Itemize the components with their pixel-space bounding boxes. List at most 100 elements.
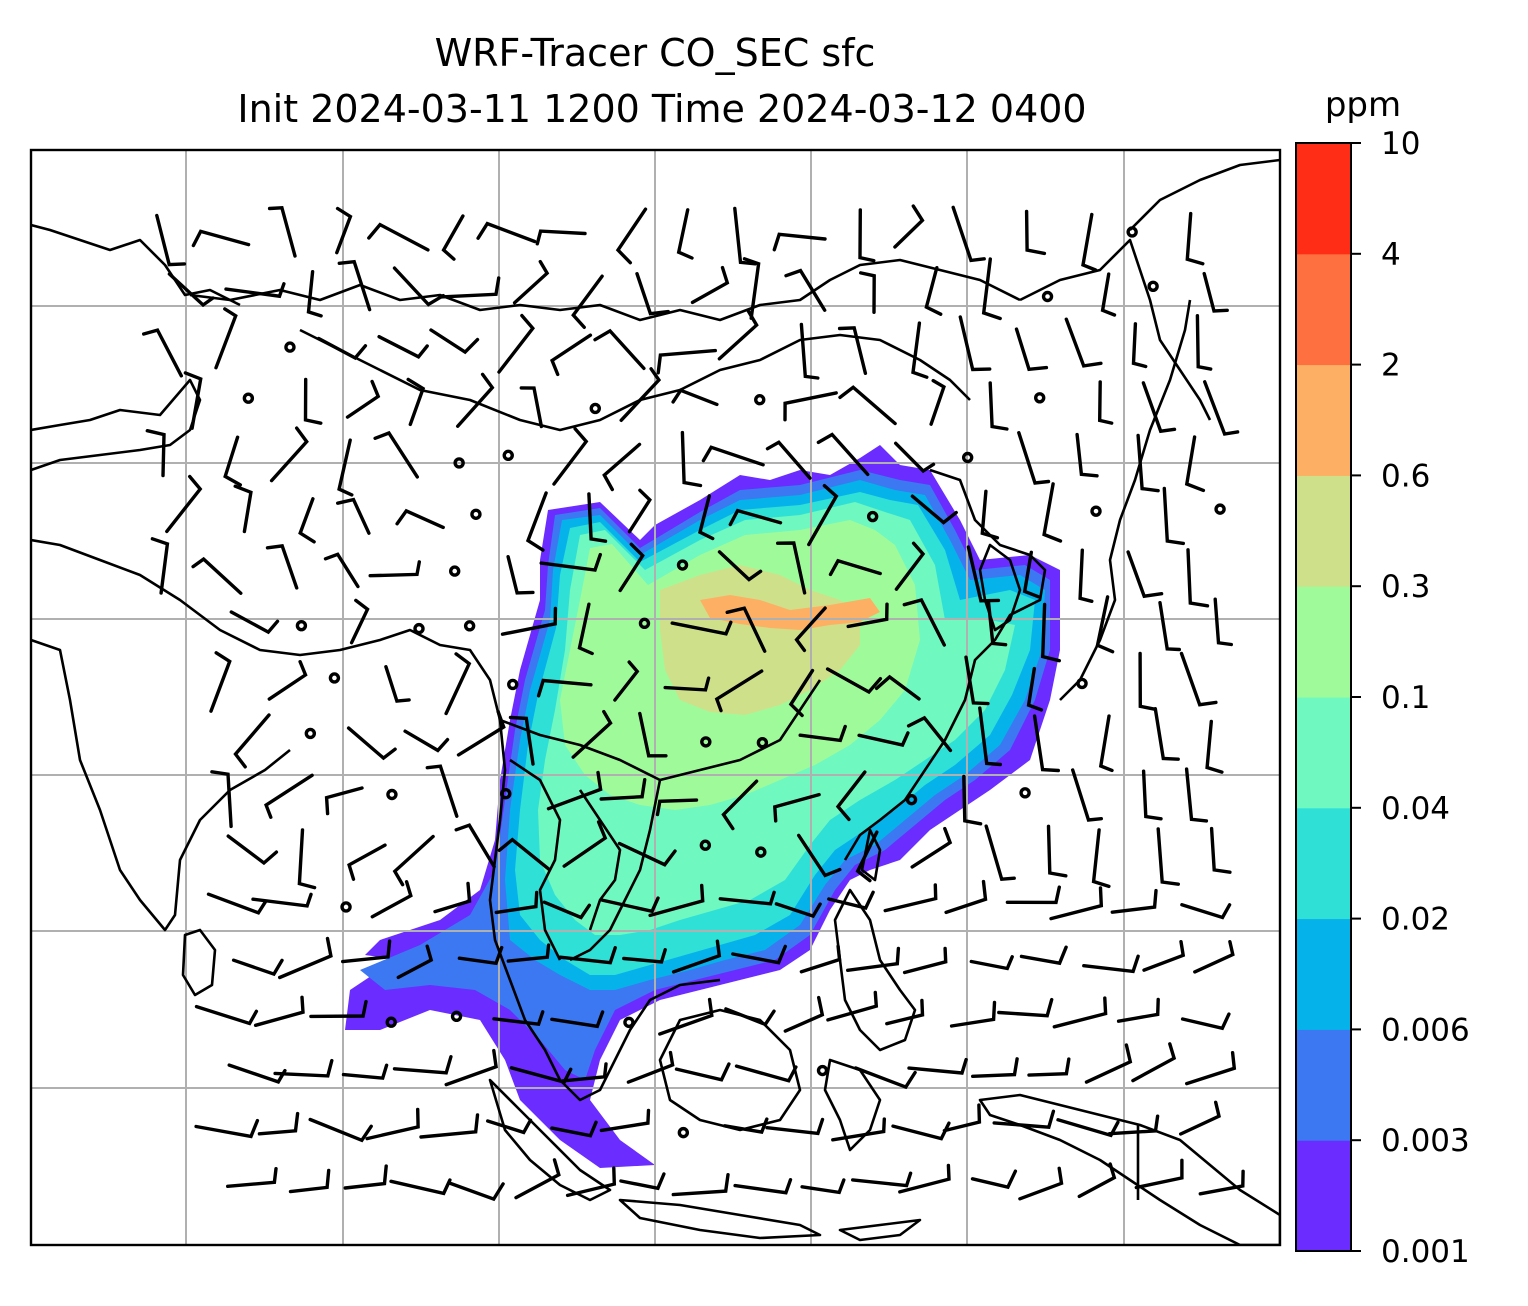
wind-barb	[1158, 601, 1181, 652]
wind-barb	[155, 213, 187, 267]
wind-barb	[508, 715, 535, 766]
wind-barb	[701, 445, 765, 467]
wind-barb	[1095, 595, 1115, 654]
wind-barb	[942, 1103, 982, 1133]
wind-barb	[731, 944, 787, 965]
wind-barb	[1064, 317, 1103, 368]
colorbar-swatch	[1296, 586, 1351, 698]
wind-barb	[1202, 271, 1229, 313]
wind-barb	[944, 879, 988, 915]
wind-barb	[512, 259, 550, 305]
wind-barb	[298, 497, 316, 544]
wind-barb	[980, 489, 1000, 540]
colorbar-tick-label: 4	[1381, 237, 1401, 273]
calm-wind-circle	[470, 508, 482, 520]
colorbar-swatch	[1296, 475, 1351, 587]
wind-barb	[924, 266, 943, 316]
wind-barb	[992, 1109, 1056, 1130]
wind-barb	[891, 1121, 951, 1141]
wind-barb	[1184, 435, 1206, 493]
wind-barb	[1098, 714, 1114, 773]
wind-barb	[1131, 1042, 1177, 1083]
calm-wind-circle	[816, 1064, 829, 1077]
wind-barb	[456, 372, 495, 428]
wind-barb	[384, 665, 411, 703]
wind-barb	[194, 1004, 259, 1026]
wind-barb	[226, 834, 279, 866]
colorbar-swatch	[1296, 364, 1351, 476]
wind-barb	[893, 204, 925, 249]
myanmar-thailand-border	[509, 758, 562, 961]
wind-barb	[717, 309, 759, 361]
wind-barb	[910, 826, 953, 869]
wind-barb	[150, 537, 170, 595]
wind-barb	[406, 377, 426, 427]
wind-barb	[622, 948, 667, 964]
colorbar-swatch	[1296, 1029, 1351, 1141]
wind-barb	[486, 1118, 533, 1135]
wind-barb	[539, 552, 602, 572]
wind-barb	[1180, 903, 1232, 920]
wind-barb	[392, 1055, 453, 1075]
map-panel	[31, 150, 1280, 1245]
wind-barb	[229, 610, 280, 635]
calm-wind-circle	[905, 793, 918, 806]
wind-barb	[392, 266, 445, 307]
colorbar-swatch	[1296, 143, 1351, 255]
calm-wind-circle	[756, 737, 769, 749]
colorbar-tick-label: 10	[1381, 126, 1420, 162]
wind-barb	[253, 995, 305, 1027]
wind-barb	[846, 602, 889, 629]
calm-wind-circle	[463, 620, 476, 632]
calm-wind-circle	[589, 402, 601, 415]
wind-barb	[441, 214, 465, 261]
wind-barb	[324, 786, 364, 816]
wind-barb	[680, 430, 703, 488]
calm-wind-circle	[386, 788, 398, 801]
wind-barb	[765, 1117, 825, 1136]
wind-barb	[1209, 826, 1232, 874]
wind-barb	[419, 1113, 480, 1139]
wind-barb	[1091, 828, 1111, 889]
wind-barb	[619, 1172, 666, 1191]
wind-barb	[1100, 272, 1117, 317]
wind-barb	[1107, 1114, 1160, 1136]
wind-barb	[1142, 940, 1186, 972]
wind-barb	[1005, 885, 1061, 905]
wind-barb	[783, 995, 825, 1033]
wind-barb	[267, 660, 308, 701]
central-asia-border	[189, 258, 1021, 322]
sakhalin-kamchatka	[1129, 158, 1280, 231]
calm-wind-circle	[677, 1126, 690, 1139]
wind-barb	[671, 939, 722, 974]
wind-barb	[337, 438, 354, 497]
wind-barb	[658, 997, 714, 1036]
wind-barb	[396, 944, 434, 980]
wind-barb	[626, 1050, 675, 1084]
wind-barb	[587, 492, 608, 543]
wind-barb	[1017, 431, 1051, 485]
wind-barb	[907, 1057, 968, 1075]
wind-barb	[718, 890, 776, 906]
calm-wind-circle	[700, 736, 712, 748]
china-inner-borders	[499, 679, 822, 782]
wind-barb	[858, 208, 876, 263]
colorbar-tick-label: 0.1	[1381, 680, 1430, 716]
plume-level-06	[700, 595, 880, 630]
wind-barb	[444, 1048, 498, 1087]
wind-barb	[674, 1062, 731, 1082]
wind-barb	[454, 823, 496, 869]
wind-barb	[224, 282, 286, 299]
wind-barb	[835, 770, 867, 822]
wind-barb	[341, 1063, 389, 1080]
wind-barb	[1082, 954, 1140, 974]
wind-barb	[874, 674, 921, 701]
wind-barb	[800, 1178, 846, 1195]
calm-wind-circle	[295, 619, 308, 632]
wind-barb	[828, 558, 882, 577]
colorbar-tick-label: 0.003	[1381, 1123, 1470, 1159]
wind-barb	[671, 388, 719, 407]
wind-barb	[439, 276, 501, 299]
wind-barb	[206, 892, 268, 915]
wind-barb	[323, 552, 360, 589]
